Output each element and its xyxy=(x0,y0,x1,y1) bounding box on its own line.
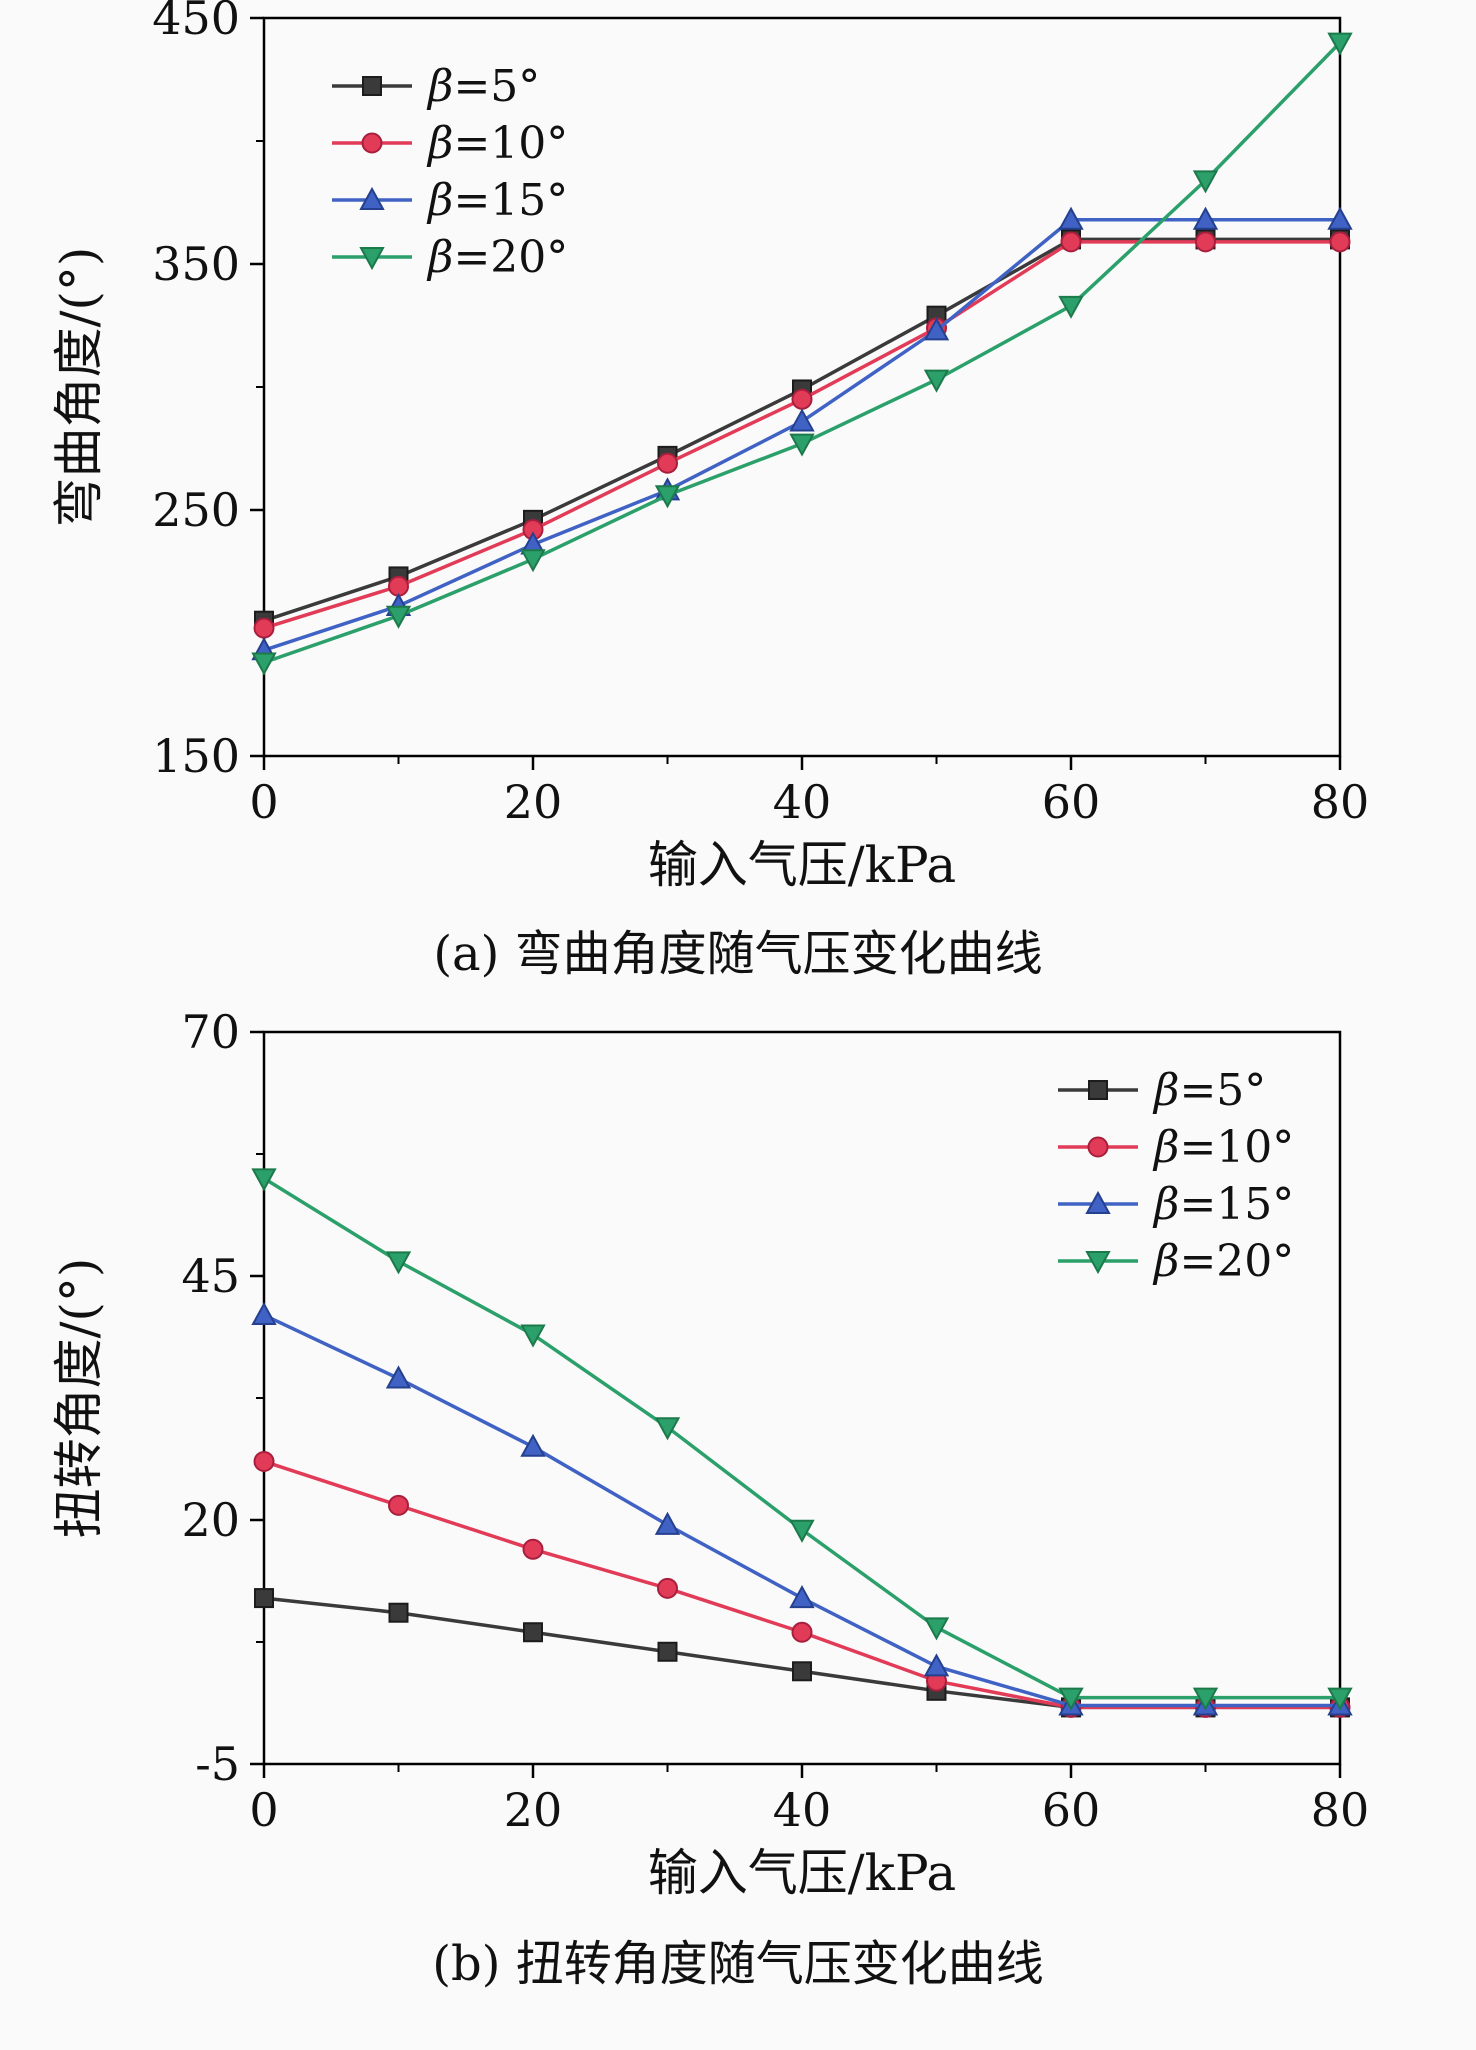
y-tick-label: 350 xyxy=(152,237,240,291)
series-marker xyxy=(253,1450,275,1472)
series-marker xyxy=(254,1588,274,1609)
legend-marker xyxy=(1085,1251,1111,1275)
series-marker xyxy=(1192,170,1219,194)
series-marker xyxy=(1327,1687,1353,1711)
y-tick-label: 45 xyxy=(181,1249,240,1303)
chart-b-svg: 0 20 40 60 80 -5 20 45 70 输入气压/kPa 扭转角度/(°) β=5° β=1… xyxy=(50,1010,1370,1902)
legend-label: β=20° xyxy=(426,232,568,283)
series-marker xyxy=(385,1251,412,1275)
figure-a: 0 20 40 60 80 150 250 350 450 输入气压/kPa 弯曲角度/(°) β=5… xyxy=(0,0,1476,984)
x-tick-label: 40 xyxy=(773,775,832,829)
legend-label: β=5° xyxy=(1152,1065,1266,1116)
legend-label: β=15° xyxy=(1152,1179,1294,1230)
series-marker xyxy=(385,605,412,629)
series-marker xyxy=(923,369,950,393)
series-marker xyxy=(789,1585,815,1609)
figure-b: 0 20 40 60 80 -5 20 45 70 输入气压/kPa 扭转角度/(°) β=5° β=1… xyxy=(0,1010,1476,1994)
series-marker xyxy=(923,317,950,341)
series-marker xyxy=(791,1621,813,1643)
y-tick-label: -5 xyxy=(195,1737,240,1791)
legend-label: β=20° xyxy=(1152,1236,1294,1287)
series-marker xyxy=(1195,231,1216,253)
legend-label: β=15° xyxy=(426,175,568,226)
x-axis-label: 输入气压/kPa xyxy=(648,1844,956,1902)
legend-label: β=10° xyxy=(1152,1122,1294,1173)
series-line xyxy=(262,1596,1342,1710)
series-marker xyxy=(251,652,277,676)
series-marker xyxy=(1060,231,1082,253)
x-tick-label: 0 xyxy=(249,1783,278,1837)
caption-a: (a) 弯曲角度随气压变化曲线 xyxy=(433,926,1043,982)
legend-label: β=10° xyxy=(426,118,568,169)
series-marker xyxy=(654,485,681,509)
caption-b: (b) 扭转角度随气压变化曲线 xyxy=(432,1936,1044,1992)
series-marker xyxy=(654,1417,681,1441)
series-marker xyxy=(520,549,546,573)
series-marker xyxy=(388,1602,409,1623)
series-marker xyxy=(657,1641,678,1662)
series-marker xyxy=(789,1519,815,1543)
series-marker xyxy=(791,388,813,410)
series-marker xyxy=(1058,1687,1084,1711)
chart-a-svg: 0 20 40 60 80 150 250 350 450 输入气压/kPa 弯曲角度/(°) β=5… xyxy=(50,0,1370,894)
series-marker xyxy=(1192,1687,1219,1711)
series-marker xyxy=(923,1617,950,1641)
series-marker xyxy=(253,617,275,639)
series-marker xyxy=(1058,206,1084,230)
legend-marker xyxy=(1085,1190,1111,1214)
y-tick-label: 70 xyxy=(181,1010,240,1059)
y-tick-label: 250 xyxy=(152,483,240,537)
x-tick-label: 40 xyxy=(773,1783,832,1837)
series-marker xyxy=(657,452,678,474)
y-axis-label: 弯曲角度/(°) xyxy=(50,247,108,528)
series-marker xyxy=(657,1577,678,1599)
x-tick-label: 80 xyxy=(1311,775,1370,829)
series-marker xyxy=(789,408,815,432)
legend-marker xyxy=(362,76,382,96)
series-marker xyxy=(792,1661,812,1682)
series-marker xyxy=(520,1324,546,1348)
x-tick-label: 0 xyxy=(249,775,278,829)
y-axis-label: 扭转角度/(°) xyxy=(50,1258,108,1539)
series-marker xyxy=(789,433,815,457)
x-tick-label: 60 xyxy=(1042,775,1101,829)
series-marker xyxy=(251,1301,277,1326)
x-tick-label: 60 xyxy=(1042,1783,1101,1837)
series-marker xyxy=(1327,32,1353,56)
series-marker xyxy=(522,1538,544,1560)
x-tick-label: 20 xyxy=(504,1783,563,1837)
series-marker xyxy=(1327,206,1353,230)
y-tick-label: 150 xyxy=(152,729,240,783)
series-marker xyxy=(1329,231,1351,253)
legend-marker xyxy=(359,186,385,210)
legend-marker xyxy=(1088,1080,1108,1100)
series-marker xyxy=(520,1433,546,1457)
series-marker xyxy=(523,1622,543,1643)
legend-label: β=5° xyxy=(426,61,540,112)
y-tick-label: 450 xyxy=(152,0,240,45)
x-axis-label: 输入气压/kPa xyxy=(648,836,956,894)
x-tick-label: 20 xyxy=(504,775,563,829)
series-marker xyxy=(654,1511,681,1535)
series-marker xyxy=(1192,206,1219,230)
legend-marker xyxy=(359,247,385,271)
series-marker xyxy=(251,1168,277,1192)
series-marker xyxy=(923,1653,950,1677)
series-marker xyxy=(388,1494,409,1516)
y-tick-label: 20 xyxy=(181,1493,240,1547)
x-tick-label: 80 xyxy=(1311,1783,1370,1837)
series-line xyxy=(262,40,1342,665)
series-line xyxy=(262,1313,1342,1708)
legend-marker xyxy=(361,132,383,154)
series-marker xyxy=(1058,295,1084,319)
series-marker xyxy=(385,1365,412,1389)
legend-marker xyxy=(1087,1136,1109,1158)
